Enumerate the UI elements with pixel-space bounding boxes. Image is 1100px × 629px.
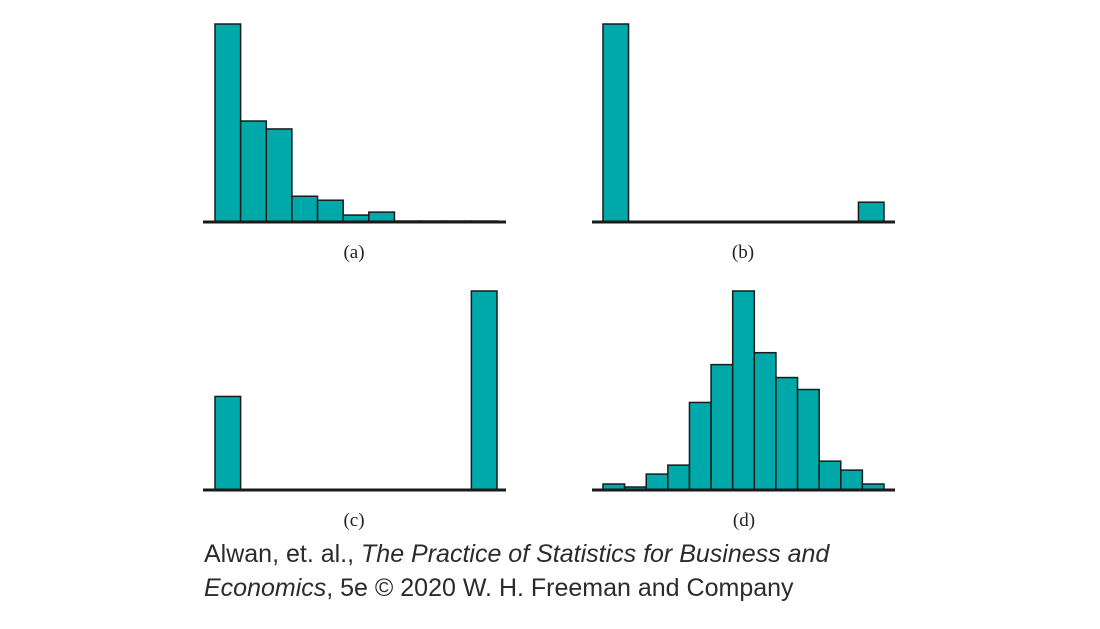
histogram-bar-d-7 — [731, 290, 756, 491]
histogram-bar-a-4 — [291, 195, 319, 223]
histogram-bar-d-10 — [796, 388, 820, 491]
panel-label-a: (a) — [343, 242, 364, 263]
panel-c: (c) — [203, 290, 506, 531]
histogram-bar-b-11 — [857, 201, 885, 223]
histogram-bar-d-5 — [688, 401, 712, 491]
histogram-bar-c-1 — [214, 395, 242, 491]
histogram-bar-a-1 — [214, 23, 242, 223]
caption-line-1: Alwan, et. al., The Practice of Statisti… — [204, 537, 1084, 571]
caption-book-title: The Practice of Statistics for Business … — [361, 540, 830, 568]
histogram-bar-d-4 — [667, 464, 691, 491]
panel-label-d: (d) — [733, 510, 755, 531]
histogram-bar-d-9 — [775, 376, 799, 491]
panel-d: (d) — [592, 290, 895, 531]
caption-book-title-cont: Economics — [204, 574, 327, 602]
histogram-bar-d-12 — [840, 469, 864, 491]
histogram-bar-a-3 — [265, 128, 293, 223]
panel-label-c: (c) — [343, 510, 364, 531]
panel-a: (a) — [203, 23, 506, 263]
caption-authors: Alwan, et. al., — [204, 540, 362, 568]
histogram-bar-d-8 — [753, 351, 777, 491]
histogram-bar-d-3 — [645, 473, 669, 491]
panel-b: (b) — [592, 23, 895, 263]
histogram-bar-a-2 — [239, 120, 268, 223]
panel-label-b: (b) — [732, 242, 754, 263]
caption-line-2: Economics, 5e © 2020 W. H. Freeman and C… — [204, 571, 1084, 605]
histogram-bar-d-6 — [710, 363, 734, 491]
histogram-bar-c-11 — [470, 290, 498, 491]
caption-publisher: , 5e © 2020 W. H. Freeman and Company — [326, 574, 794, 602]
figure-caption: Alwan, et. al., The Practice of Statisti… — [204, 537, 1084, 605]
histogram-bar-a-5 — [316, 199, 344, 223]
histogram-bar-b-1 — [602, 23, 630, 223]
histogram-bar-d-11 — [818, 460, 842, 491]
histogram-figure: (a) (b) (c) (d) — [203, 23, 895, 531]
